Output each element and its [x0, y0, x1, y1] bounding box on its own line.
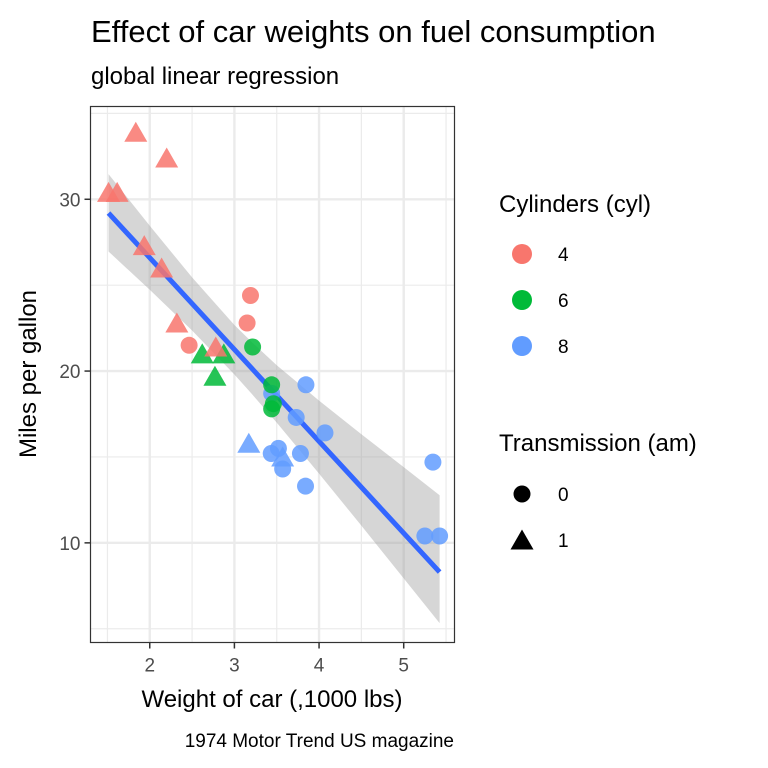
chart-title: Effect of car weights on fuel consumptio… — [91, 14, 656, 49]
y-tick-label: 10 — [59, 534, 80, 555]
data-point-circle — [244, 338, 262, 356]
data-point-triangle — [150, 257, 174, 278]
panel-background — [90, 106, 455, 643]
x-tick-label: 4 — [314, 656, 325, 677]
legend-key-am-0 — [513, 485, 531, 503]
x-axis: 2 3 4 5 — [144, 642, 409, 677]
panel-border — [89, 105, 456, 644]
data-point-circle — [297, 376, 315, 394]
plot-panel — [89, 105, 456, 644]
data-point-triangle — [190, 343, 214, 364]
legend-label-am-0: 0 — [558, 485, 569, 506]
legend-transmission-title: Transmission (am) — [499, 430, 697, 457]
legend-key-cyl-4 — [512, 244, 532, 264]
data-point-circle — [241, 286, 259, 304]
legend-label-am-1: 1 — [558, 531, 569, 552]
data-point-circle — [263, 376, 281, 394]
data-point-triangle — [204, 336, 228, 357]
legend-key-cyl-8 — [512, 336, 532, 356]
data-point-triangle — [155, 147, 179, 168]
x-tick-label: 3 — [229, 656, 240, 677]
data-point-circle — [416, 527, 434, 545]
legend-cylinders: Cylinders (cyl) 4 6 8 — [499, 191, 651, 358]
y-axis: 10 20 30 — [59, 190, 91, 555]
data-point-circle — [424, 453, 442, 471]
data-point-triangle — [237, 432, 261, 453]
data-point-triangle — [271, 446, 295, 467]
data-point-triangle — [124, 121, 148, 142]
legend-label-cyl-6: 6 — [558, 291, 569, 312]
chart-caption: 1974 Motor Trend US magazine — [185, 731, 454, 752]
x-tick-label: 2 — [144, 656, 155, 677]
data-point-circle — [180, 336, 198, 354]
data-point-triangle — [132, 235, 156, 256]
grid-major — [90, 106, 455, 643]
legend-cylinders-title: Cylinders (cyl) — [499, 191, 651, 218]
legend-key-cyl-6 — [512, 290, 532, 310]
chart-subtitle: global linear regression — [91, 63, 339, 90]
data-point-triangle — [97, 181, 121, 202]
data-point-circle — [316, 424, 334, 442]
legend-transmission: Transmission (am) 0 1 — [499, 430, 697, 552]
data-point-circle — [238, 314, 256, 332]
data-point-circle — [297, 477, 315, 495]
legend-key-am-1 — [510, 529, 534, 550]
data-point-triangle — [203, 365, 227, 386]
data-point-circle — [291, 445, 309, 463]
x-axis-title: Weight of car (,1000 lbs) — [141, 686, 402, 713]
data-point-triangle — [165, 312, 189, 333]
data-point-circle — [262, 445, 280, 463]
y-axis-title: Miles per gallon — [15, 290, 42, 458]
data-point-circle — [287, 408, 305, 426]
x-tick-label: 5 — [398, 656, 409, 677]
y-tick-label: 30 — [59, 190, 80, 211]
points-layer — [97, 121, 449, 545]
legend-label-cyl-8: 8 — [558, 337, 569, 358]
y-tick-label: 20 — [59, 362, 80, 383]
legend-label-cyl-4: 4 — [558, 245, 569, 266]
data-point-circle — [431, 527, 449, 545]
data-point-circle — [263, 400, 281, 418]
